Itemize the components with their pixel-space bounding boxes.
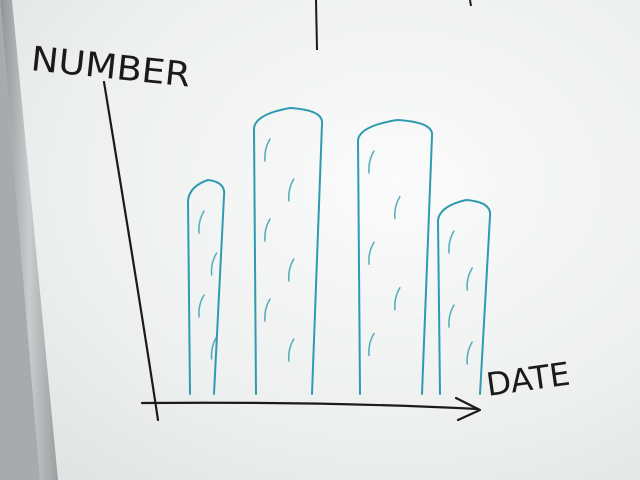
sketch-bar-hatch xyxy=(287,338,295,362)
stray-ink-mark xyxy=(315,0,318,51)
sketch-bar xyxy=(356,118,434,395)
sketch-bar-hatch xyxy=(448,304,455,328)
stray-ink-mark xyxy=(469,0,472,7)
sketch-bar-hatch xyxy=(368,332,375,357)
sketch-bar-hatch xyxy=(448,230,455,254)
sketch-bar-hatch xyxy=(264,218,271,242)
sketch-bar-hatch xyxy=(210,336,218,360)
x-axis-arrowhead xyxy=(454,396,482,422)
sketch-bar-hatch xyxy=(287,258,295,282)
sketch-bar-hatch xyxy=(466,267,473,291)
x-axis-line xyxy=(140,401,480,411)
sketch-bar-hatch xyxy=(368,241,375,265)
sketch-bar xyxy=(436,198,492,395)
sketch-bar-hatch xyxy=(210,252,218,276)
wall-left xyxy=(0,0,40,480)
sketch-bar-hatch xyxy=(466,341,473,365)
sketch-bar-hatch xyxy=(394,195,401,220)
sketch-bar-hatch xyxy=(198,294,205,318)
sketch-bar xyxy=(186,178,226,395)
sketch-bar-hatch xyxy=(368,150,375,174)
sketch-bar-hatch xyxy=(198,210,205,234)
sketch-bar-hatch xyxy=(287,178,295,202)
sketch-bars xyxy=(186,106,492,395)
sketch-bar-hatch xyxy=(264,298,271,322)
sketch-bar-hatch xyxy=(394,287,401,311)
sketch-bar-hatch xyxy=(264,138,271,162)
board-frame-left xyxy=(0,0,58,480)
y-axis-line xyxy=(102,80,160,422)
sketch-bar xyxy=(252,106,324,395)
